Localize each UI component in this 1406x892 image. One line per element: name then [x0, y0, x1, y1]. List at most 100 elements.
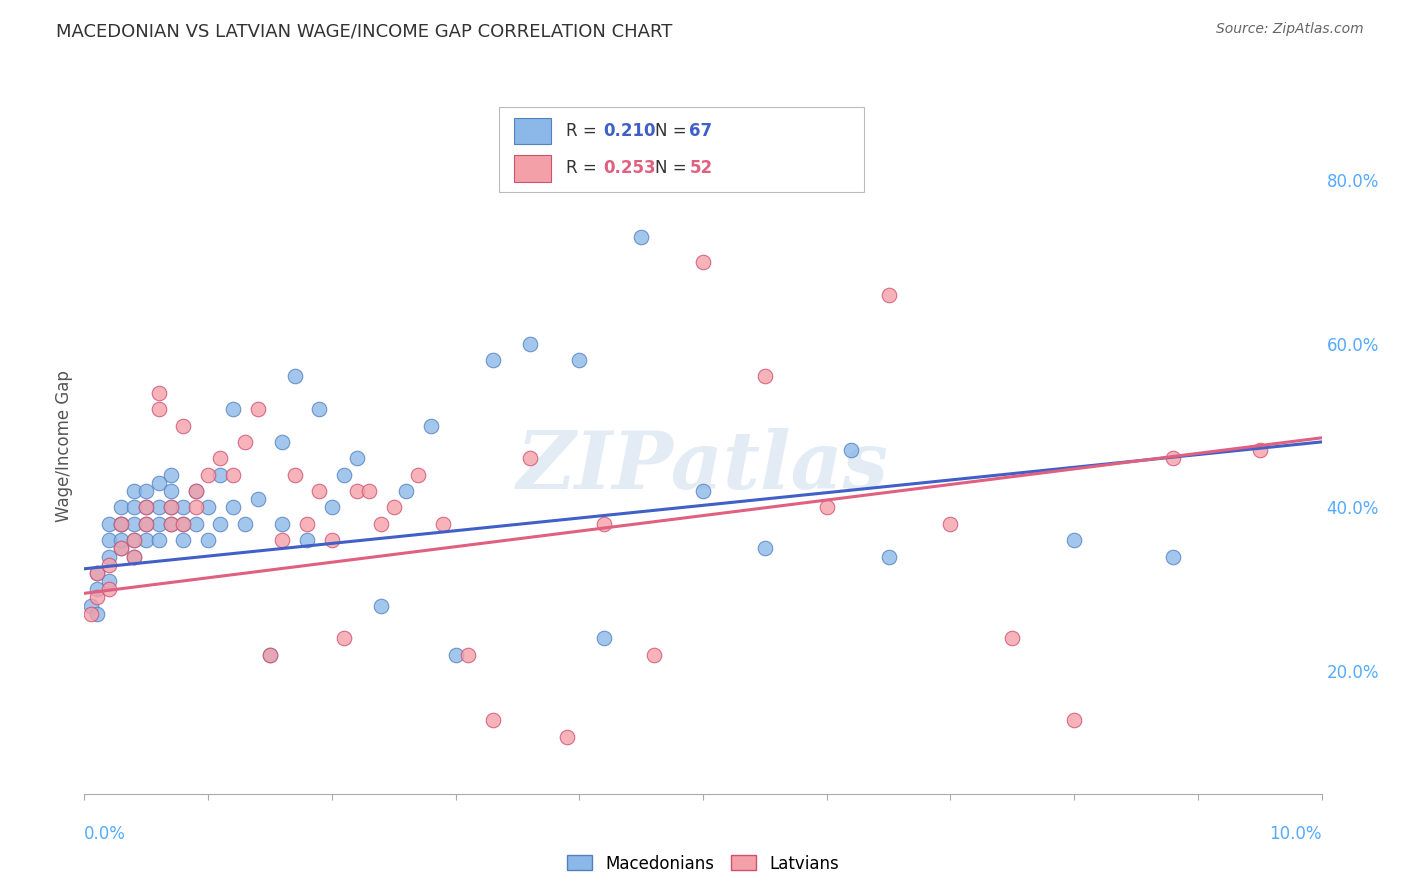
Point [346, 451, 368, 466]
Point [184, 483, 207, 498]
Point [877, 287, 900, 301]
Text: R =: R = [565, 160, 602, 178]
Point [160, 500, 183, 515]
Point [122, 516, 145, 531]
Point [1249, 443, 1271, 458]
Point [86, 607, 108, 621]
FancyBboxPatch shape [499, 107, 863, 192]
Point [841, 443, 863, 458]
Text: 0.253: 0.253 [603, 160, 655, 178]
Point [408, 467, 430, 482]
Point [197, 533, 219, 548]
Point [135, 516, 157, 531]
FancyBboxPatch shape [513, 155, 551, 182]
Point [122, 549, 145, 564]
Point [295, 533, 318, 548]
Point [110, 516, 132, 531]
Point [271, 533, 294, 548]
Point [222, 500, 245, 515]
Legend: Macedonians, Latvians: Macedonians, Latvians [561, 848, 845, 880]
Point [284, 369, 307, 384]
Point [98, 516, 121, 531]
Point [271, 516, 294, 531]
Point [222, 467, 245, 482]
Point [222, 402, 245, 417]
Point [172, 533, 194, 548]
Point [444, 648, 467, 662]
Point [259, 648, 281, 662]
Point [370, 599, 392, 613]
Point [135, 533, 157, 548]
Point [246, 492, 269, 507]
Text: 67: 67 [689, 122, 713, 140]
Point [1063, 713, 1085, 727]
Point [233, 434, 256, 449]
Point [259, 648, 281, 662]
Point [148, 475, 170, 490]
Point [939, 516, 962, 531]
Point [122, 533, 145, 548]
Text: 0.0%: 0.0% [84, 825, 127, 843]
Point [160, 500, 183, 515]
Point [1161, 549, 1184, 564]
Point [370, 516, 392, 531]
Point [284, 467, 307, 482]
Point [148, 402, 170, 417]
Text: N =: N = [655, 122, 692, 140]
Point [160, 467, 183, 482]
Point [184, 483, 207, 498]
Point [135, 516, 157, 531]
Point [308, 402, 330, 417]
Point [110, 541, 132, 556]
Point [160, 516, 183, 531]
Point [593, 516, 616, 531]
Point [135, 500, 157, 515]
Text: N =: N = [655, 160, 692, 178]
Point [160, 483, 183, 498]
Point [481, 353, 503, 368]
Point [877, 549, 900, 564]
Point [79, 599, 101, 613]
Point [815, 500, 838, 515]
Point [519, 451, 541, 466]
Point [333, 632, 356, 646]
Point [184, 500, 207, 515]
Point [122, 549, 145, 564]
Text: R =: R = [565, 122, 602, 140]
Point [643, 648, 665, 662]
Point [110, 500, 132, 515]
Text: 52: 52 [689, 160, 713, 178]
Point [481, 713, 503, 727]
Point [1161, 451, 1184, 466]
Point [754, 541, 776, 556]
Point [197, 467, 219, 482]
Point [98, 582, 121, 597]
Point [333, 467, 356, 482]
Point [110, 516, 132, 531]
Point [148, 516, 170, 531]
Point [1063, 533, 1085, 548]
Point [555, 730, 578, 744]
Point [209, 516, 232, 531]
Point [86, 582, 108, 597]
Point [395, 483, 418, 498]
Point [110, 541, 132, 556]
Point [271, 434, 294, 449]
Point [148, 533, 170, 548]
Point [172, 418, 194, 433]
Point [122, 483, 145, 498]
Point [382, 500, 405, 515]
Point [122, 500, 145, 515]
Point [79, 607, 101, 621]
Point [86, 566, 108, 580]
Point [122, 533, 145, 548]
Point [172, 500, 194, 515]
Point [209, 467, 232, 482]
Point [86, 591, 108, 605]
Point [135, 500, 157, 515]
Point [233, 516, 256, 531]
Y-axis label: Wage/Income Gap: Wage/Income Gap [55, 370, 73, 522]
Point [357, 483, 380, 498]
Point [419, 418, 441, 433]
Text: ZIPatlas: ZIPatlas [517, 428, 889, 506]
